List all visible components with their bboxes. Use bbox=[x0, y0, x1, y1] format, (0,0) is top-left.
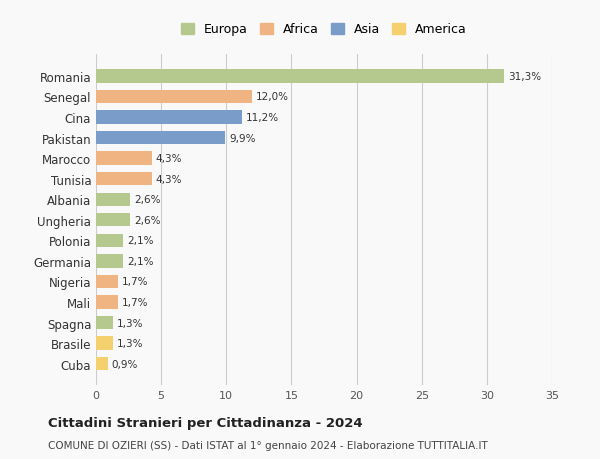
Text: 4,3%: 4,3% bbox=[156, 174, 182, 185]
Text: COMUNE DI OZIERI (SS) - Dati ISTAT al 1° gennaio 2024 - Elaborazione TUTTITALIA.: COMUNE DI OZIERI (SS) - Dati ISTAT al 1°… bbox=[48, 440, 488, 450]
Text: 1,7%: 1,7% bbox=[122, 297, 149, 308]
Text: 1,3%: 1,3% bbox=[117, 318, 143, 328]
Text: 1,7%: 1,7% bbox=[122, 277, 149, 287]
Text: 31,3%: 31,3% bbox=[508, 72, 541, 82]
Bar bbox=[96, 90, 253, 104]
Bar bbox=[96, 152, 152, 165]
Text: 12,0%: 12,0% bbox=[256, 92, 289, 102]
Text: 2,1%: 2,1% bbox=[127, 256, 154, 266]
Bar bbox=[96, 255, 124, 268]
Bar bbox=[96, 70, 504, 84]
Legend: Europa, Africa, Asia, America: Europa, Africa, Asia, America bbox=[176, 18, 472, 41]
Bar bbox=[96, 111, 242, 124]
Text: 4,3%: 4,3% bbox=[156, 154, 182, 164]
Bar bbox=[96, 234, 124, 247]
Text: 9,9%: 9,9% bbox=[229, 133, 256, 143]
Bar bbox=[96, 296, 118, 309]
Text: Cittadini Stranieri per Cittadinanza - 2024: Cittadini Stranieri per Cittadinanza - 2… bbox=[48, 416, 362, 429]
Text: 2,6%: 2,6% bbox=[134, 195, 160, 205]
Text: 11,2%: 11,2% bbox=[246, 113, 279, 123]
Bar bbox=[96, 213, 130, 227]
Bar bbox=[96, 316, 113, 330]
Text: 0,9%: 0,9% bbox=[112, 359, 138, 369]
Text: 2,6%: 2,6% bbox=[134, 215, 160, 225]
Bar bbox=[96, 173, 152, 186]
Text: 2,1%: 2,1% bbox=[127, 236, 154, 246]
Bar bbox=[96, 337, 113, 350]
Bar bbox=[96, 275, 118, 289]
Bar bbox=[96, 193, 130, 207]
Text: 1,3%: 1,3% bbox=[117, 338, 143, 348]
Bar bbox=[96, 357, 108, 370]
Bar bbox=[96, 132, 225, 145]
